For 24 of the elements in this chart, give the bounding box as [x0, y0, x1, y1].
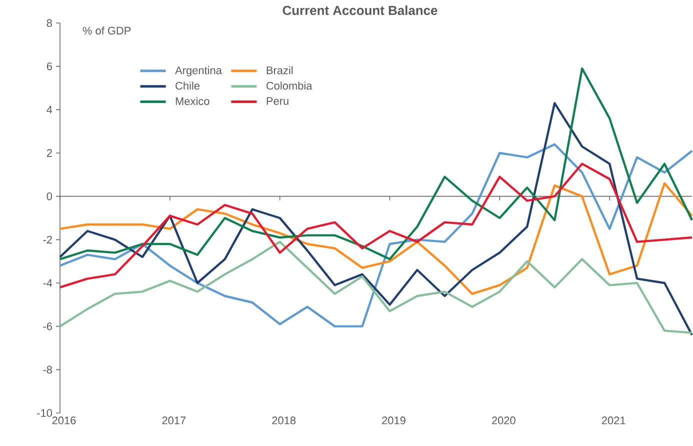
legend-label: Argentina	[175, 66, 222, 76]
legend-label: Peru	[266, 97, 288, 105]
x-tick-label: 2017	[162, 416, 186, 424]
y-tick-label: -8	[43, 366, 52, 374]
legend-label: Mexico	[176, 97, 210, 106]
y-tick-label: -4	[43, 279, 52, 287]
x-tick-label: 2021	[602, 416, 626, 424]
chart-title: Current Account Balance	[282, 6, 438, 16]
y-tick-label: 2	[46, 149, 52, 157]
legend-label: Colombia	[266, 82, 312, 90]
x-tick-label: 2018	[272, 416, 296, 424]
y-tick-label: 8	[46, 19, 52, 27]
y-tick-label: 0	[46, 192, 52, 200]
x-tick-label: 2019	[382, 416, 406, 424]
y-axis-title: % of GDP	[82, 26, 131, 35]
y-tick-label: -10	[37, 409, 52, 417]
y-tick-label: -6	[43, 322, 52, 330]
y-tick-label: -2	[43, 236, 52, 244]
legend-label: Chile	[176, 82, 200, 90]
y-tick-label: 6	[46, 62, 52, 70]
x-tick-label: 2020	[492, 416, 516, 424]
x-tick-label: 2016	[52, 416, 76, 424]
legend-label: Brazil	[266, 66, 293, 74]
y-tick-label: 4	[46, 106, 52, 114]
